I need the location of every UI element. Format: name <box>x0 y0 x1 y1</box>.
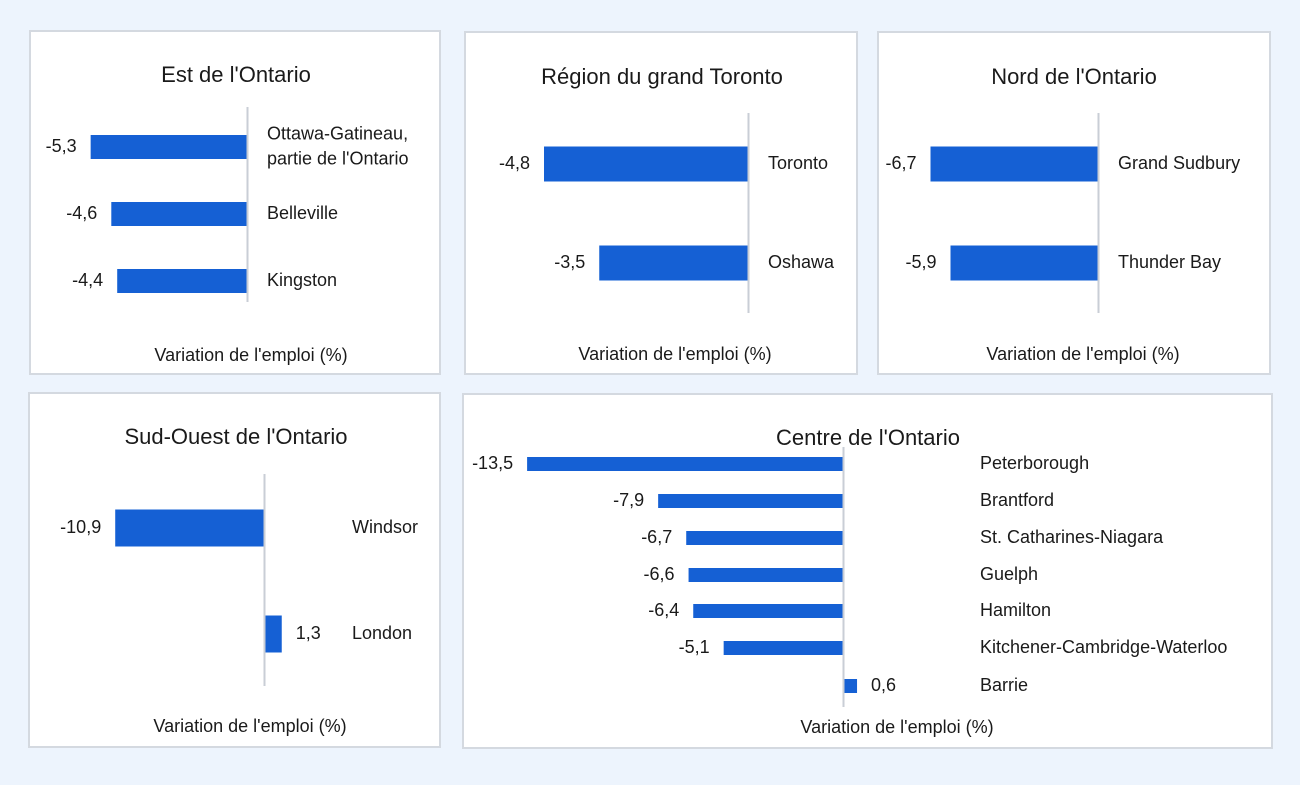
value-label-brantford: -7,9 <box>613 490 644 510</box>
category-label-st-catharines-niagara: St. Catharines-Niagara <box>980 527 1164 547</box>
chart-centre-ontario: Centre de l'Ontario -13,5 Peterborough -7,9… <box>472 425 1227 737</box>
chart-title: Région du grand Toronto <box>541 64 783 89</box>
bar-kitchener-cambridge-waterloo <box>723 641 843 655</box>
value-label-hamilton: -6,4 <box>648 600 679 620</box>
panel-sud-ouest-ontario: Sud-Ouest de l'Ontario -10,9 Windsor 1,3 Lon… <box>28 392 441 748</box>
category-label-line: Kingston <box>267 270 337 290</box>
value-label-thunder-bay: -5,9 <box>905 252 936 272</box>
x-axis-label: Variation de l'emploi (%) <box>800 717 993 737</box>
x-axis-label: Variation de l'emploi (%) <box>986 344 1179 364</box>
category-label-line: St. Catharines-Niagara <box>980 527 1164 547</box>
category-label-line: Peterborough <box>980 453 1089 473</box>
category-label-line: Grand Sudbury <box>1118 153 1240 173</box>
chart-title: Nord de l'Ontario <box>991 64 1157 89</box>
category-label-thunder-bay: Thunder Bay <box>1118 252 1221 272</box>
value-label-toronto: -4,8 <box>499 153 530 173</box>
bar-thunder-bay <box>950 245 1098 281</box>
bar-windsor <box>115 509 264 547</box>
value-label-london: 1,3 <box>296 623 321 643</box>
value-label-st-catharines-niagara: -6,7 <box>641 527 672 547</box>
bar-st-catharines-niagara <box>686 531 843 545</box>
chart-nord-ontario: Nord de l'Ontario -6,7 Grand Sudbury -5,9 Th… <box>885 64 1240 364</box>
bar-hamilton <box>693 604 843 618</box>
category-label-kitchener-cambridge-waterloo: Kitchener-Cambridge-Waterloo <box>980 637 1227 657</box>
bar-toronto <box>544 146 748 182</box>
category-label-line: London <box>352 623 412 643</box>
category-label-line: partie de l'Ontario <box>267 148 409 168</box>
value-label-windsor: -10,9 <box>60 517 101 537</box>
category-label-line: Kitchener-Cambridge-Waterloo <box>980 637 1227 657</box>
category-label-line: Brantford <box>980 490 1054 510</box>
category-label-hamilton: Hamilton <box>980 600 1051 620</box>
category-label-peterborough: Peterborough <box>980 453 1089 473</box>
category-label-kingston: Kingston <box>267 270 337 290</box>
category-label-line: Thunder Bay <box>1118 252 1221 272</box>
value-label-kingston: -4,4 <box>72 270 103 290</box>
category-label-line: Belleville <box>267 203 338 223</box>
value-label-grand-sudbury: -6,7 <box>885 153 916 173</box>
x-axis-label: Variation de l'emploi (%) <box>153 716 346 736</box>
value-label-guelph: -6,6 <box>644 564 675 584</box>
category-label-ottawa-gatineau-partie-de-l-ontario: Ottawa-Gatineau, partie de l'Ontario <box>267 123 409 168</box>
bar-london <box>264 615 282 653</box>
category-label-line: Ottawa-Gatineau, <box>267 123 408 143</box>
value-label-barrie: 0,6 <box>871 675 896 695</box>
chart-region-grand-toronto: Région du grand Toronto -4,8 Toronto -3,5 Os… <box>499 64 835 364</box>
chart-title: Sud-Ouest de l'Ontario <box>124 424 347 449</box>
panel-est-ontario: Est de l'Ontario -5,3 Ottawa-Gatineau, part… <box>29 30 441 375</box>
bar-oshawa <box>599 245 748 281</box>
bar-kingston <box>117 269 247 293</box>
category-label-guelph: Guelph <box>980 564 1038 584</box>
category-label-line: Windsor <box>352 517 418 537</box>
x-axis-label: Variation de l'emploi (%) <box>578 344 771 364</box>
bar-ottawa-gatineau-partie-de-l-ontario <box>90 135 248 159</box>
value-label-belleville: -4,6 <box>66 203 97 223</box>
category-label-belleville: Belleville <box>267 203 338 223</box>
category-label-brantford: Brantford <box>980 490 1054 510</box>
category-label-line: Barrie <box>980 675 1028 695</box>
category-label-toronto: Toronto <box>768 153 828 173</box>
category-label-oshawa: Oshawa <box>768 252 835 272</box>
category-label-grand-sudbury: Grand Sudbury <box>1118 153 1240 173</box>
category-label-line: Oshawa <box>768 252 835 272</box>
panel-centre-ontario: Centre de l'Ontario -13,5 Peterborough -7,9… <box>462 393 1273 749</box>
bar-peterborough <box>527 457 843 471</box>
category-label-line: Hamilton <box>980 600 1051 620</box>
panel-region-grand-toronto: Région du grand Toronto -4,8 Toronto -3,5 Os… <box>464 31 858 375</box>
value-label-peterborough: -13,5 <box>472 453 513 473</box>
category-label-line: Toronto <box>768 153 828 173</box>
bar-brantford <box>658 494 843 508</box>
chart-title: Est de l'Ontario <box>161 62 311 87</box>
bar-grand-sudbury <box>930 146 1098 182</box>
value-label-kitchener-cambridge-waterloo: -5,1 <box>679 637 710 657</box>
value-label-oshawa: -3,5 <box>554 252 585 272</box>
category-label-windsor: Windsor <box>352 517 418 537</box>
bar-belleville <box>111 202 247 226</box>
value-label-ottawa-gatineau-partie-de-l-ontario: -5,3 <box>46 136 77 156</box>
chart-sud-ouest-ontario: Sud-Ouest de l'Ontario -10,9 Windsor 1,3 Lon… <box>60 424 418 736</box>
bar-guelph <box>688 568 843 582</box>
category-label-london: London <box>352 623 412 643</box>
chart-title: Centre de l'Ontario <box>776 425 960 450</box>
panel-nord-ontario: Nord de l'Ontario -6,7 Grand Sudbury -5,9 Th… <box>877 31 1271 375</box>
bar-barrie <box>843 679 858 693</box>
chart-est-ontario: Est de l'Ontario -5,3 Ottawa-Gatineau, part… <box>46 62 409 365</box>
category-label-barrie: Barrie <box>980 675 1028 695</box>
category-label-line: Guelph <box>980 564 1038 584</box>
x-axis-label: Variation de l'emploi (%) <box>154 345 347 365</box>
